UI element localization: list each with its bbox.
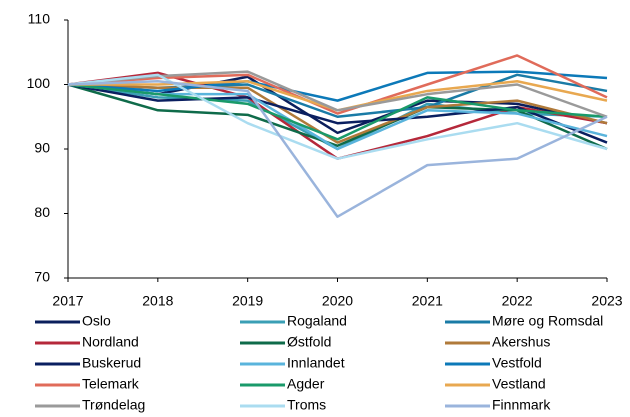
- y-tick-label: 70: [34, 269, 50, 285]
- legend-label: Rogaland: [287, 313, 347, 329]
- legend-label: Innlandet: [287, 355, 345, 371]
- legend-label: Vestland: [492, 376, 546, 392]
- x-tick-label: 2017: [52, 293, 83, 309]
- series-line: [67, 54, 608, 115]
- series-line: [67, 83, 608, 144]
- legend-label: Møre og Romsdal: [492, 313, 603, 329]
- series-line: [67, 70, 608, 102]
- series-line: [67, 83, 608, 141]
- legend-label: Buskerud: [82, 355, 141, 371]
- x-tick-label: 2021: [412, 293, 443, 309]
- legend-label: Finnmark: [492, 397, 551, 413]
- x-tick-label: 2023: [591, 293, 622, 309]
- y-tick-label: 80: [34, 204, 50, 220]
- y-tick-label: 100: [27, 75, 51, 91]
- legend-label: Østfold: [287, 334, 331, 350]
- series-line: [67, 80, 608, 218]
- legend-label: Akershus: [492, 334, 550, 350]
- series-line: [67, 83, 608, 144]
- x-tick-label: 2020: [322, 293, 353, 309]
- legend-label: Oslo: [82, 313, 111, 329]
- x-tick-label: 2019: [232, 293, 263, 309]
- x-tick-label: 2018: [142, 293, 173, 309]
- legend-label: Vestfold: [492, 355, 542, 371]
- legend-label: Troms: [287, 397, 326, 413]
- legend-label: Telemark: [82, 376, 140, 392]
- x-tick-label: 2022: [502, 293, 533, 309]
- y-tick-label: 110: [28, 11, 51, 27]
- legend-label: Trøndelag: [82, 397, 145, 413]
- legend-label: Nordland: [82, 334, 139, 350]
- legend-label: Agder: [287, 376, 325, 392]
- y-tick-label: 90: [34, 140, 50, 156]
- series-line: [67, 73, 608, 160]
